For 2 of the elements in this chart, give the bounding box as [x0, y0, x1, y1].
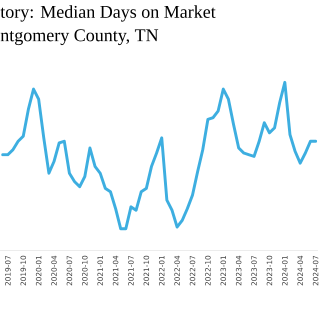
chart-title: tory: Median Days on Market — [0, 5, 216, 22]
chart-subtitle: ntgomery County, TN — [0, 29, 158, 46]
